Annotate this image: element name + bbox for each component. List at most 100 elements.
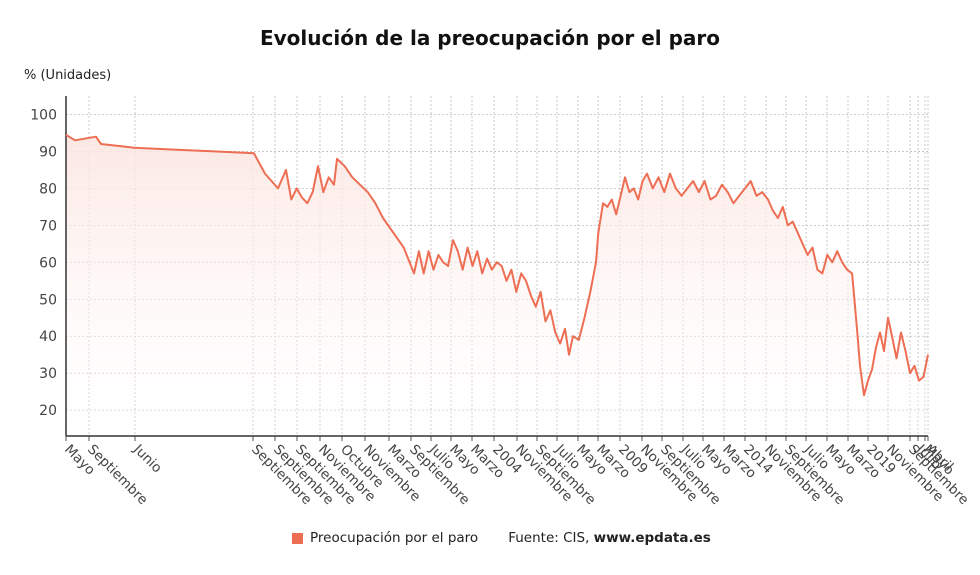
y-tick-label: 100 bbox=[30, 107, 57, 123]
y-tick-label: 20 bbox=[39, 403, 57, 419]
data-point bbox=[606, 206, 608, 208]
y-tick-label: 90 bbox=[39, 144, 57, 160]
data-point bbox=[554, 332, 556, 334]
data-point bbox=[669, 173, 671, 175]
data-point bbox=[476, 250, 478, 252]
data-point bbox=[744, 187, 746, 189]
data-point bbox=[285, 169, 287, 171]
data-point bbox=[578, 339, 580, 341]
data-point bbox=[620, 195, 622, 197]
source-site: www.epdata.es bbox=[593, 530, 711, 546]
data-point bbox=[462, 269, 464, 271]
y-axis-label: % (Unidades) bbox=[24, 68, 112, 83]
data-point bbox=[923, 376, 925, 378]
source-prefix: Fuente: CIS, bbox=[508, 530, 590, 546]
data-point bbox=[633, 187, 635, 189]
data-point bbox=[918, 380, 920, 382]
data-point bbox=[856, 328, 858, 330]
data-point bbox=[727, 191, 729, 193]
data-point bbox=[883, 350, 885, 352]
data-point bbox=[831, 261, 833, 263]
data-point bbox=[905, 350, 907, 352]
data-point bbox=[589, 291, 591, 293]
y-tick-label: 80 bbox=[39, 181, 57, 197]
data-point bbox=[432, 269, 434, 271]
data-point bbox=[782, 206, 784, 208]
data-point bbox=[867, 380, 869, 382]
data-point bbox=[704, 180, 706, 182]
data-point bbox=[816, 269, 818, 271]
data-point bbox=[812, 247, 814, 249]
data-point bbox=[306, 202, 308, 204]
data-point bbox=[792, 221, 794, 223]
data-point bbox=[564, 328, 566, 330]
data-point bbox=[486, 258, 488, 260]
data-point bbox=[442, 261, 444, 263]
data-point bbox=[927, 354, 929, 356]
data-point bbox=[418, 250, 420, 252]
data-point bbox=[686, 187, 688, 189]
data-point bbox=[821, 272, 823, 274]
data-point bbox=[133, 147, 135, 149]
data-point bbox=[322, 191, 324, 193]
data-point bbox=[584, 317, 586, 319]
data-point bbox=[392, 232, 394, 234]
data-point bbox=[875, 346, 877, 348]
data-point bbox=[851, 272, 853, 274]
data-point bbox=[879, 332, 881, 334]
data-point bbox=[802, 243, 804, 245]
data-point bbox=[559, 343, 561, 345]
x-tick-label: Junio bbox=[129, 441, 164, 476]
data-point bbox=[595, 261, 597, 263]
data-point bbox=[628, 191, 630, 193]
data-point bbox=[709, 198, 711, 200]
data-point bbox=[74, 139, 76, 141]
data-point bbox=[317, 165, 319, 167]
axes bbox=[65, 96, 929, 441]
data-point bbox=[545, 320, 547, 322]
data-point bbox=[826, 254, 828, 256]
data-point bbox=[859, 365, 861, 367]
data-point bbox=[698, 191, 700, 193]
series-area bbox=[66, 134, 928, 437]
data-point bbox=[652, 187, 654, 189]
y-tick-labels: 20 30 40 50 60 70 80 90 100 bbox=[30, 107, 57, 419]
data-point bbox=[510, 269, 512, 271]
data-point bbox=[836, 250, 838, 252]
data-point bbox=[914, 365, 916, 367]
data-point bbox=[496, 261, 498, 263]
y-tick-label: 60 bbox=[39, 255, 57, 271]
data-point bbox=[681, 195, 683, 197]
data-point bbox=[403, 247, 405, 249]
data-point bbox=[65, 134, 67, 136]
data-point bbox=[891, 335, 893, 337]
data-point bbox=[520, 272, 522, 274]
data-point bbox=[264, 173, 266, 175]
data-point bbox=[738, 195, 740, 197]
data-point bbox=[624, 176, 626, 178]
data-point bbox=[721, 184, 723, 186]
chart-title: Evolución de la preocupación por el paro bbox=[259, 26, 721, 50]
data-point bbox=[367, 191, 369, 193]
data-point bbox=[755, 195, 757, 197]
data-point bbox=[841, 261, 843, 263]
data-point bbox=[296, 187, 298, 189]
data-point bbox=[290, 198, 292, 200]
y-tick-label: 50 bbox=[39, 292, 57, 308]
data-point bbox=[336, 158, 338, 160]
data-point bbox=[333, 184, 335, 186]
data-point bbox=[515, 291, 517, 293]
data-point bbox=[909, 372, 911, 374]
data-point bbox=[540, 291, 542, 293]
data-point bbox=[797, 232, 799, 234]
data-point bbox=[100, 143, 102, 145]
data-point bbox=[732, 202, 734, 204]
data-point bbox=[772, 210, 774, 212]
data-point bbox=[382, 217, 384, 219]
data-point bbox=[900, 332, 902, 334]
data-point bbox=[863, 394, 865, 396]
series-line bbox=[65, 133, 929, 397]
data-point bbox=[351, 176, 353, 178]
